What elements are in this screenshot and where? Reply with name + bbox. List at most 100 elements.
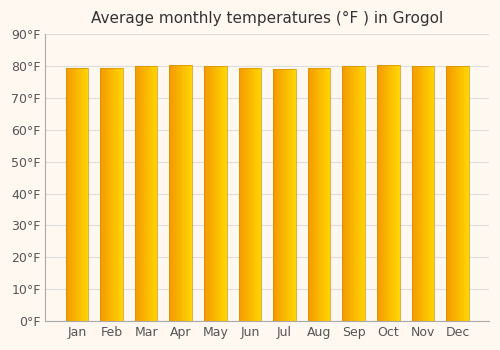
Bar <box>209 66 210 321</box>
Bar <box>456 66 457 321</box>
Bar <box>389 64 390 321</box>
Bar <box>101 68 102 321</box>
Bar <box>204 66 227 321</box>
Bar <box>106 68 107 321</box>
Bar <box>246 68 247 321</box>
Bar <box>392 64 393 321</box>
Bar <box>80 68 81 321</box>
Bar <box>254 68 255 321</box>
Bar <box>285 69 286 321</box>
Bar <box>449 66 450 321</box>
Bar <box>318 68 319 321</box>
Bar <box>136 66 137 321</box>
Bar <box>321 68 322 321</box>
Bar <box>309 68 310 321</box>
Bar <box>70 68 72 321</box>
Bar <box>156 66 157 321</box>
Bar <box>211 66 212 321</box>
Bar <box>204 66 205 321</box>
Bar <box>393 64 394 321</box>
Bar <box>316 68 317 321</box>
Bar <box>426 66 427 321</box>
Bar <box>111 68 112 321</box>
Bar <box>135 66 158 321</box>
Bar <box>241 68 242 321</box>
Bar <box>155 66 156 321</box>
Bar <box>150 66 151 321</box>
Bar <box>78 68 79 321</box>
Bar <box>357 66 358 321</box>
Bar <box>416 66 418 321</box>
Bar <box>107 68 108 321</box>
Bar <box>288 69 289 321</box>
Bar <box>152 66 153 321</box>
Bar <box>455 66 456 321</box>
Bar <box>380 64 381 321</box>
Bar <box>274 69 275 321</box>
Bar <box>323 68 324 321</box>
Bar <box>151 66 152 321</box>
Bar <box>86 68 87 321</box>
Bar <box>172 64 173 321</box>
Bar <box>342 66 365 321</box>
Bar <box>346 66 347 321</box>
Bar <box>398 64 399 321</box>
Bar <box>350 66 351 321</box>
Bar <box>429 66 430 321</box>
Bar <box>279 69 280 321</box>
Bar <box>82 68 83 321</box>
Bar <box>140 66 141 321</box>
Bar <box>315 68 316 321</box>
Bar <box>317 68 318 321</box>
Title: Average monthly temperatures (°F ) in Grogol: Average monthly temperatures (°F ) in Gr… <box>91 11 444 26</box>
Bar <box>283 69 284 321</box>
Bar <box>282 69 283 321</box>
Bar <box>344 66 345 321</box>
Bar <box>415 66 416 321</box>
Bar <box>187 64 188 321</box>
Bar <box>138 66 139 321</box>
Bar <box>320 68 321 321</box>
Bar <box>141 66 142 321</box>
Bar <box>428 66 429 321</box>
Bar <box>69 68 70 321</box>
Bar <box>329 68 330 321</box>
Bar <box>381 64 382 321</box>
Bar <box>221 66 222 321</box>
Bar <box>421 66 422 321</box>
Bar <box>185 64 186 321</box>
Bar <box>81 68 82 321</box>
Bar <box>395 64 396 321</box>
Bar <box>208 66 209 321</box>
Bar <box>347 66 348 321</box>
Bar <box>412 66 434 321</box>
Bar <box>225 66 226 321</box>
Bar <box>186 64 187 321</box>
Bar <box>423 66 424 321</box>
Bar <box>422 66 423 321</box>
Bar <box>361 66 362 321</box>
Bar <box>458 66 459 321</box>
Bar <box>148 66 149 321</box>
Bar <box>461 66 462 321</box>
Bar <box>104 68 106 321</box>
Bar <box>175 64 176 321</box>
Bar <box>345 66 346 321</box>
Bar <box>157 66 158 321</box>
Bar <box>178 64 179 321</box>
Bar <box>295 69 296 321</box>
Bar <box>147 66 148 321</box>
Bar <box>314 68 315 321</box>
Bar <box>394 64 395 321</box>
Bar <box>100 68 122 321</box>
Bar <box>343 66 344 321</box>
Bar <box>108 68 109 321</box>
Bar <box>218 66 219 321</box>
Bar <box>432 66 433 321</box>
Bar <box>249 68 250 321</box>
Bar <box>348 66 349 321</box>
Bar <box>464 66 465 321</box>
Bar <box>144 66 145 321</box>
Bar <box>396 64 398 321</box>
Bar <box>184 64 185 321</box>
